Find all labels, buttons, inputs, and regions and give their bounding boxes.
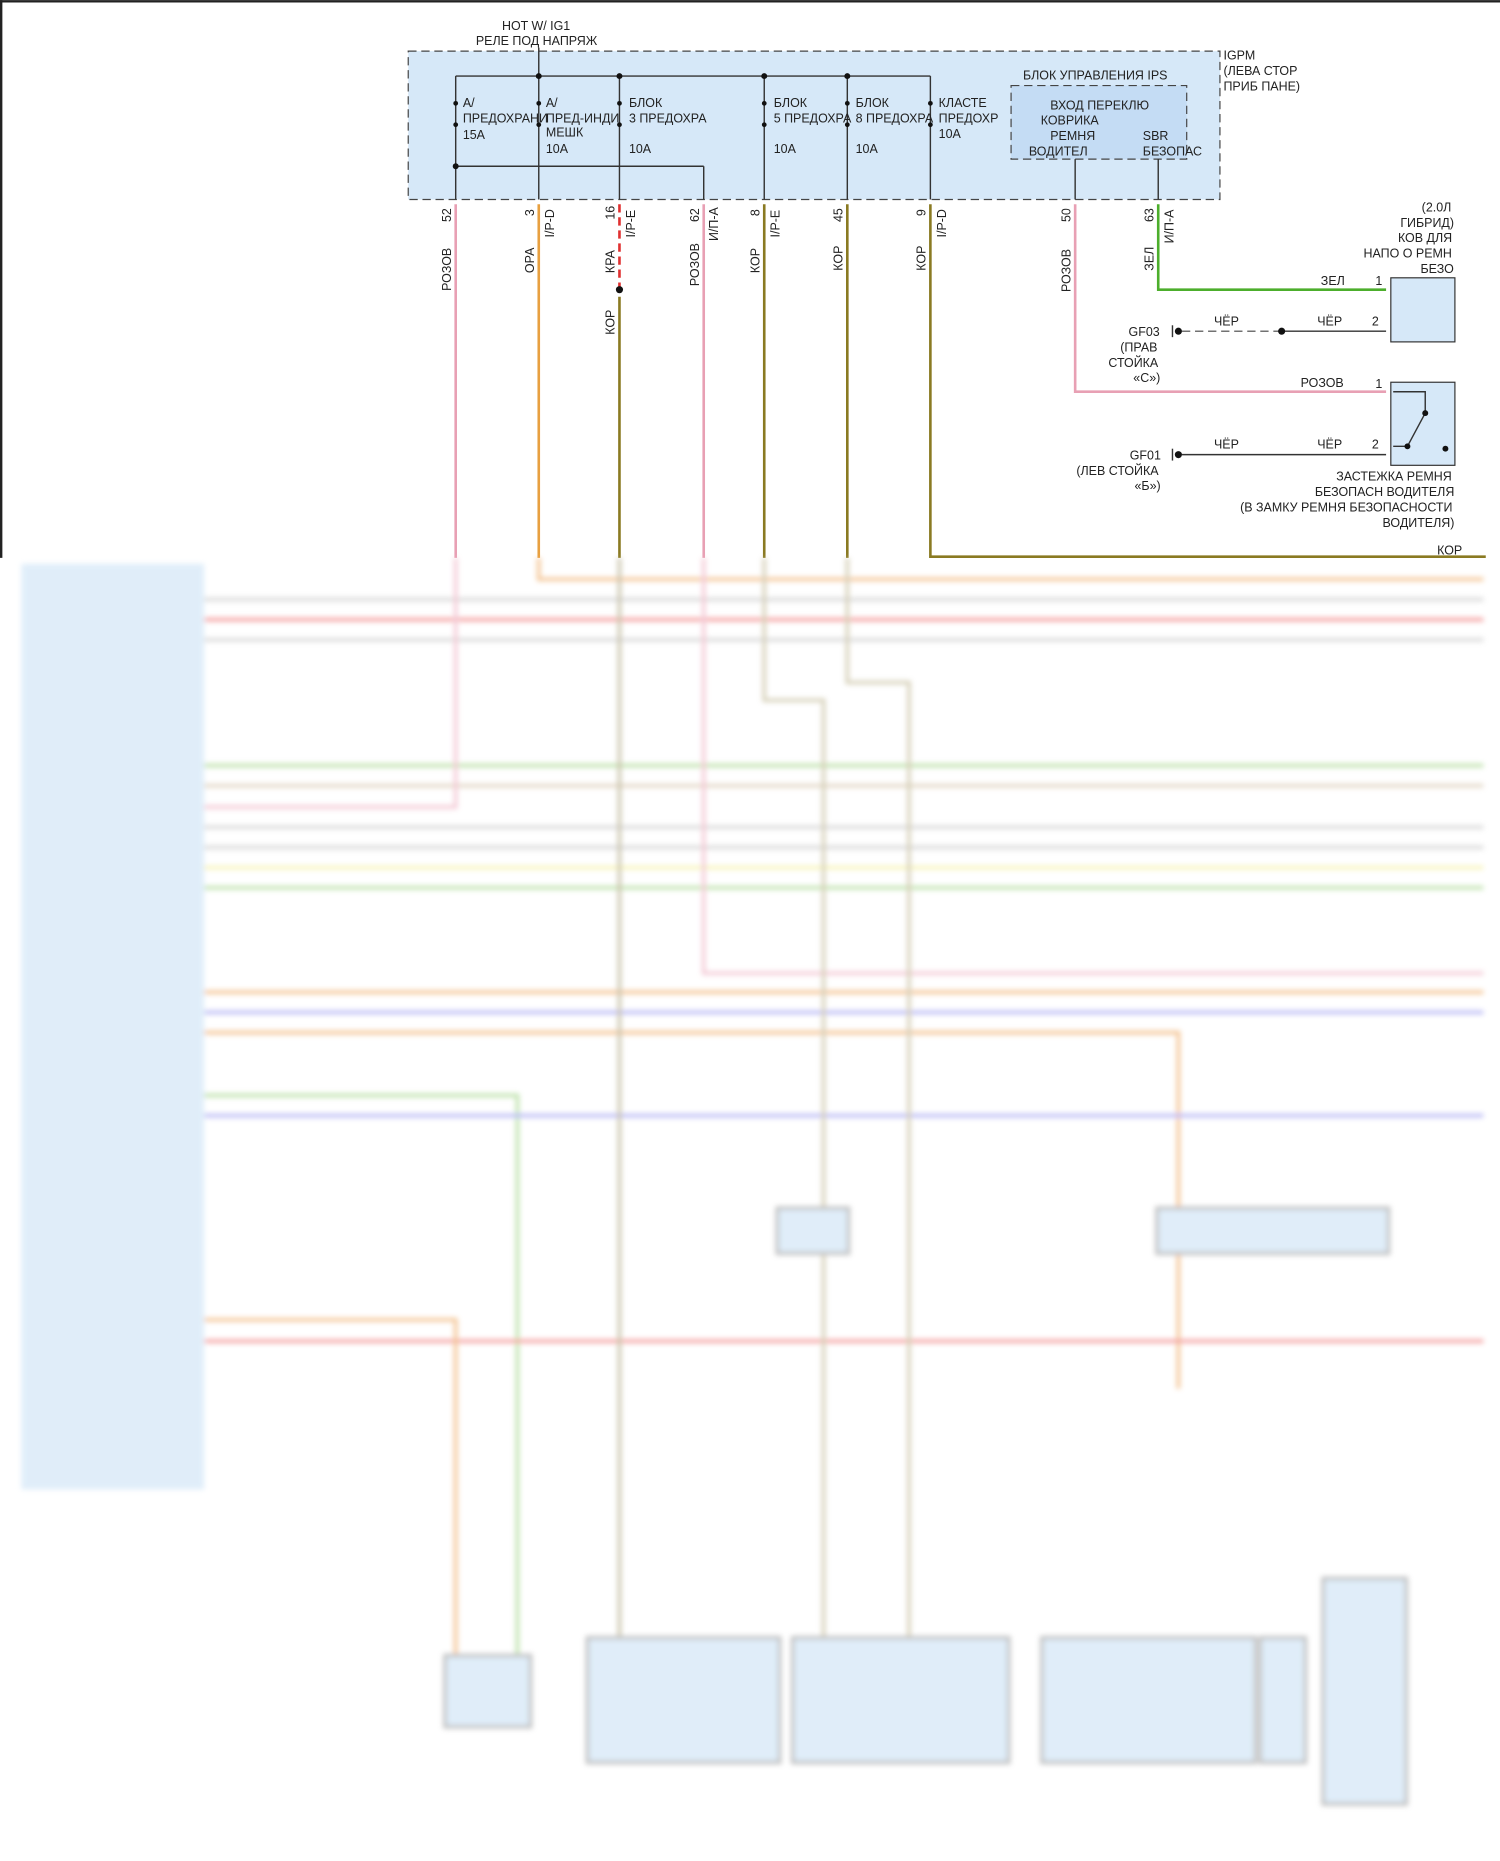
diagram-label: ПРЕДОХРАНИ bbox=[463, 111, 548, 125]
diagram-label: ЗАСТЕЖКА РЕМНЯ bbox=[1336, 470, 1452, 484]
diagram-label: СТОЙКА bbox=[1108, 355, 1159, 370]
diagram-label: I/P-E bbox=[769, 210, 783, 238]
diagram-label: КЛАСТЕ bbox=[939, 96, 987, 110]
hot-label: HOT W/ IG1 bbox=[502, 19, 570, 33]
ips-control-unit: БЛОК УПРАВЛЕНИЯ IPS ВХОД ПЕРЕКЛЮКОВРИКА … bbox=[1010, 69, 1202, 200]
relay-label: РЕЛЕ ПОД НАПРЯЖ bbox=[476, 34, 598, 48]
igpm-label: IGPM bbox=[1223, 48, 1255, 62]
diagram-label: (ЛЕВ СТОЙКА bbox=[1076, 463, 1159, 478]
diagram-label: И/П-А bbox=[707, 207, 721, 242]
wires bbox=[454, 204, 1486, 558]
diagram-label: A/ bbox=[463, 96, 475, 110]
diagram-label: ЗЕЛ bbox=[1142, 247, 1156, 271]
pin-labels: 52 РОЗОВ 3 I/P-D ОРА 16 I/P-E КРА КОР 62… bbox=[440, 206, 1177, 335]
diagram-label: РОЗОВ bbox=[1301, 376, 1344, 390]
diagram-label: 50 bbox=[1059, 208, 1073, 222]
diagram-label: КОР bbox=[604, 310, 618, 335]
diagram-label: 63 bbox=[1142, 208, 1156, 222]
diagram-label: КОВ ДЛЯ bbox=[1398, 231, 1452, 245]
diagram-label: 52 bbox=[440, 208, 454, 222]
diagram-label: ПРЕД-ИНДИ bbox=[546, 111, 619, 125]
diagram-label: (В ЗАМКУ РЕМНЯ БЕЗОПАСНОСТИ bbox=[1240, 501, 1452, 515]
diagram-label: 1 bbox=[1375, 274, 1382, 288]
diagram-label: GF03 bbox=[1129, 325, 1160, 339]
diagram-label: 10A bbox=[546, 142, 569, 156]
diagram-label: I/P-D bbox=[935, 209, 949, 237]
diagram-label: РОЗОВ bbox=[440, 248, 454, 291]
diagram-label: БЕЗО bbox=[1420, 262, 1454, 276]
diagram-label: БЛОК bbox=[856, 96, 890, 110]
ground-gf03: GF03(ПРАВ СТОЙКА«С») bbox=[1108, 325, 1160, 385]
diagram-label: БЕЗОПАСН ВОДИТЕЛЯ bbox=[1315, 485, 1454, 499]
diagram-label: БЛОК УПРАВЛЕНИЯ IPS bbox=[1023, 69, 1167, 83]
diagram-label: КРА bbox=[604, 249, 618, 273]
diagram-label: (ЛЕВА СТОР bbox=[1223, 64, 1297, 78]
diagram-label: (ПРАВ bbox=[1120, 340, 1157, 354]
diagram-label: 2 bbox=[1372, 438, 1379, 452]
diagram-label: 3 ПРЕДОХРА bbox=[629, 111, 707, 125]
diagram-label: КОВРИКА bbox=[1041, 114, 1100, 128]
diagram-label: (2.0Л bbox=[1422, 200, 1452, 214]
diagram-label: МЕШК bbox=[546, 126, 584, 140]
diagram-label: ВХОД ПЕРЕКЛЮ bbox=[1050, 98, 1149, 112]
diagram-label: КОР bbox=[832, 246, 846, 271]
diagram-label: SBR bbox=[1143, 129, 1169, 143]
diagram-label: РОЗОВ bbox=[688, 243, 702, 286]
diagram-label: GF01 bbox=[1130, 448, 1161, 462]
diagram-label: «С») bbox=[1133, 371, 1160, 385]
diagram-label: 5 ПРЕДОХРА bbox=[774, 111, 852, 125]
diagram-label: 8 bbox=[748, 209, 762, 216]
diagram-label: ГИБРИД) bbox=[1400, 216, 1454, 230]
diagram-label: ВОДИТЕЛ bbox=[1029, 145, 1088, 159]
diagram-label: 15A bbox=[463, 128, 486, 142]
diagram-label: ЧЁР bbox=[1214, 314, 1239, 328]
blurred-lower-diagram bbox=[21, 557, 1484, 1806]
igpm-box: IGPM (ЛЕВА СТОР ПРИБ ПАНЕ) HOT W/ IG1 РЕ… bbox=[407, 19, 1300, 201]
diagram-label: 45 bbox=[832, 208, 846, 222]
diagram-label: 8 ПРЕДОХРА bbox=[856, 111, 934, 125]
diagram-label: 2 bbox=[1372, 314, 1379, 328]
diagram-label: 16 bbox=[604, 206, 618, 220]
diagram-label: НАПО О РЕМН bbox=[1364, 247, 1452, 261]
ground-gf01: GF01(ЛЕВ СТОЙКА«Б») bbox=[1076, 448, 1161, 493]
diagram-label: I/P-D bbox=[543, 209, 557, 237]
diagram-label: 1 bbox=[1375, 377, 1382, 391]
cluster-wire-label: КОР bbox=[1437, 543, 1462, 557]
diagram-label: ЧЁР bbox=[1317, 314, 1342, 328]
diagram-label: 10A bbox=[774, 142, 797, 156]
diagram-label: ЗЕЛ bbox=[1321, 274, 1345, 288]
diagram-label: БЛОК bbox=[629, 96, 663, 110]
diagram-label: I/P-E bbox=[624, 210, 638, 238]
diagram-label: 62 bbox=[688, 208, 702, 222]
diagram-label: «Б») bbox=[1134, 479, 1160, 493]
diagram-label: И/П-А bbox=[1163, 209, 1177, 244]
diagram-label: КОР bbox=[748, 248, 762, 273]
diagram-label: 10A bbox=[856, 142, 879, 156]
diagram-label: РОЗОВ bbox=[1059, 249, 1073, 292]
diagram-label: ПРЕДОХР bbox=[939, 111, 999, 125]
diagram-label: РЕМНЯ bbox=[1050, 129, 1095, 143]
diagram-label: БЕЗОПАС bbox=[1143, 145, 1202, 159]
diagram-label: 9 bbox=[915, 209, 929, 216]
diagram-label: 3 bbox=[523, 209, 537, 216]
diagram-label: 10A bbox=[939, 127, 962, 141]
diagram-label: ПРИБ ПАНЕ) bbox=[1223, 79, 1300, 93]
diagram-label: ЧЁР bbox=[1317, 438, 1342, 452]
diagram-label: БЛОК bbox=[774, 96, 808, 110]
diagram-label: ВОДИТЕЛЯ) bbox=[1383, 516, 1455, 530]
diagram-label: 10A bbox=[629, 142, 652, 156]
diagram-label: ОРА bbox=[523, 247, 537, 273]
diagram-label: КОР bbox=[915, 246, 929, 271]
diagram-label: A/ bbox=[546, 96, 558, 110]
diagram-label: ЧЁР bbox=[1214, 438, 1239, 452]
